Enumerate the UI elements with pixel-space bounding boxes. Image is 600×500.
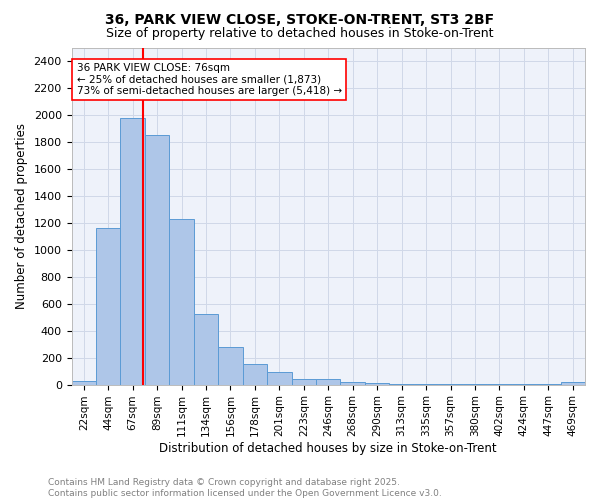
Bar (316, 378, 340, 384)
Text: 36, PARK VIEW CLOSE, STOKE-ON-TRENT, ST3 2BF: 36, PARK VIEW CLOSE, STOKE-ON-TRENT, ST3… (106, 12, 494, 26)
Bar (169, 218, 194, 384)
Bar (218, 347, 242, 385)
Text: 36 PARK VIEW CLOSE: 76sqm
← 25% of detached houses are smaller (1,873)
73% of se: 36 PARK VIEW CLOSE: 76sqm ← 25% of detac… (77, 62, 342, 96)
X-axis label: Distribution of detached houses by size in Stoke-on-Trent: Distribution of detached houses by size … (160, 442, 497, 455)
Bar (121, 118, 145, 384)
Bar (292, 378, 316, 384)
Bar (242, 364, 267, 384)
Bar (194, 314, 218, 384)
Text: Size of property relative to detached houses in Stoke-on-Trent: Size of property relative to detached ho… (106, 28, 494, 40)
Y-axis label: Number of detached properties: Number of detached properties (15, 123, 28, 309)
Bar (365, 382, 389, 384)
Bar (96, 228, 121, 384)
Bar (340, 382, 365, 384)
Bar (267, 372, 292, 384)
Bar (560, 382, 585, 384)
Text: Contains HM Land Registry data © Crown copyright and database right 2025.
Contai: Contains HM Land Registry data © Crown c… (48, 478, 442, 498)
Bar (145, 135, 169, 384)
Bar (71, 381, 96, 384)
